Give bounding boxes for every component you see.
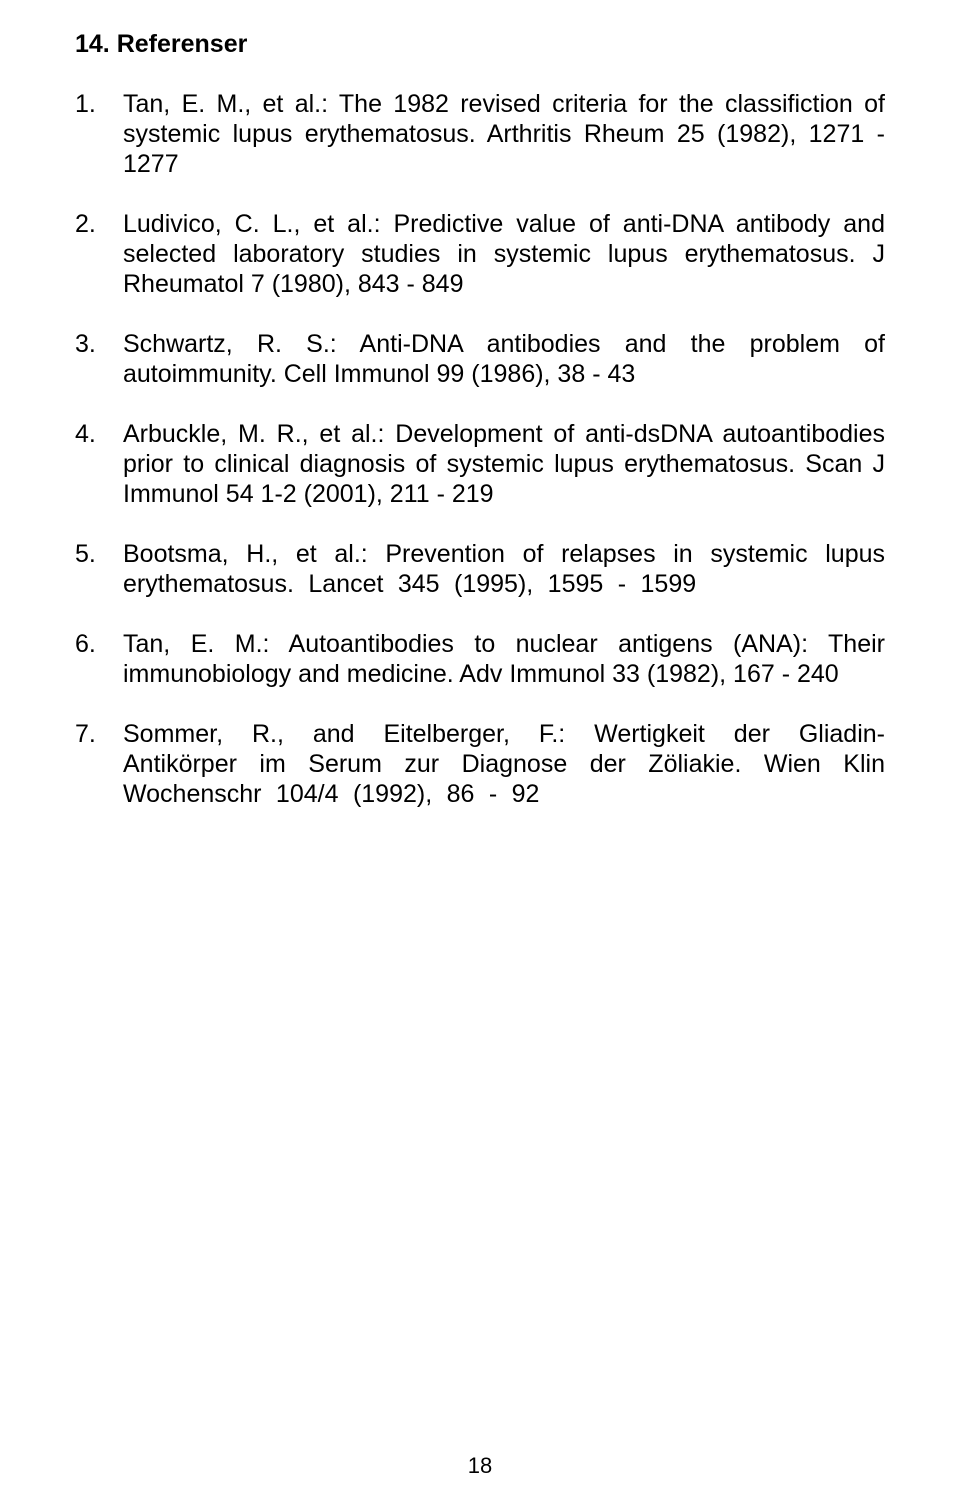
reference-text: Sommer, R., and Eitelberger, F.: Wertigk… bbox=[123, 719, 885, 809]
reference-item: 1.Tan, E. M., et al.: The 1982 revised c… bbox=[75, 89, 885, 179]
reference-item: 3.Schwartz, R. S.: Anti-DNA antibodies a… bbox=[75, 329, 885, 389]
reference-number: 3. bbox=[75, 329, 123, 389]
reference-text: Ludivico, C. L., et al.: Predictive valu… bbox=[123, 209, 885, 299]
reference-text: Tan, E. M.: Autoantibodies to nuclear an… bbox=[123, 629, 885, 689]
reference-item: 5.Bootsma, H., et al.: Prevention of rel… bbox=[75, 539, 885, 599]
reference-text: Bootsma, H., et al.: Prevention of relap… bbox=[123, 539, 885, 599]
reference-text: Tan, E. M., et al.: The 1982 revised cri… bbox=[123, 89, 885, 179]
reference-number: 4. bbox=[75, 419, 123, 509]
reference-number: 6. bbox=[75, 629, 123, 689]
reference-number: 5. bbox=[75, 539, 123, 599]
reference-number: 1. bbox=[75, 89, 123, 179]
reference-number: 2. bbox=[75, 209, 123, 299]
reference-text: Arbuckle, M. R., et al.: Development of … bbox=[123, 419, 885, 509]
reference-item: 4.Arbuckle, M. R., et al.: Development o… bbox=[75, 419, 885, 509]
reference-text: Schwartz, R. S.: Anti-DNA antibodies and… bbox=[123, 329, 885, 389]
section-heading: 14. Referenser bbox=[75, 30, 885, 59]
reference-number: 7. bbox=[75, 719, 123, 809]
reference-item: 6.Tan, E. M.: Autoantibodies to nuclear … bbox=[75, 629, 885, 689]
reference-list: 1.Tan, E. M., et al.: The 1982 revised c… bbox=[75, 89, 885, 809]
page-number: 18 bbox=[468, 1453, 492, 1479]
reference-item: 7.Sommer, R., and Eitelberger, F.: Werti… bbox=[75, 719, 885, 809]
reference-item: 2.Ludivico, C. L., et al.: Predictive va… bbox=[75, 209, 885, 299]
